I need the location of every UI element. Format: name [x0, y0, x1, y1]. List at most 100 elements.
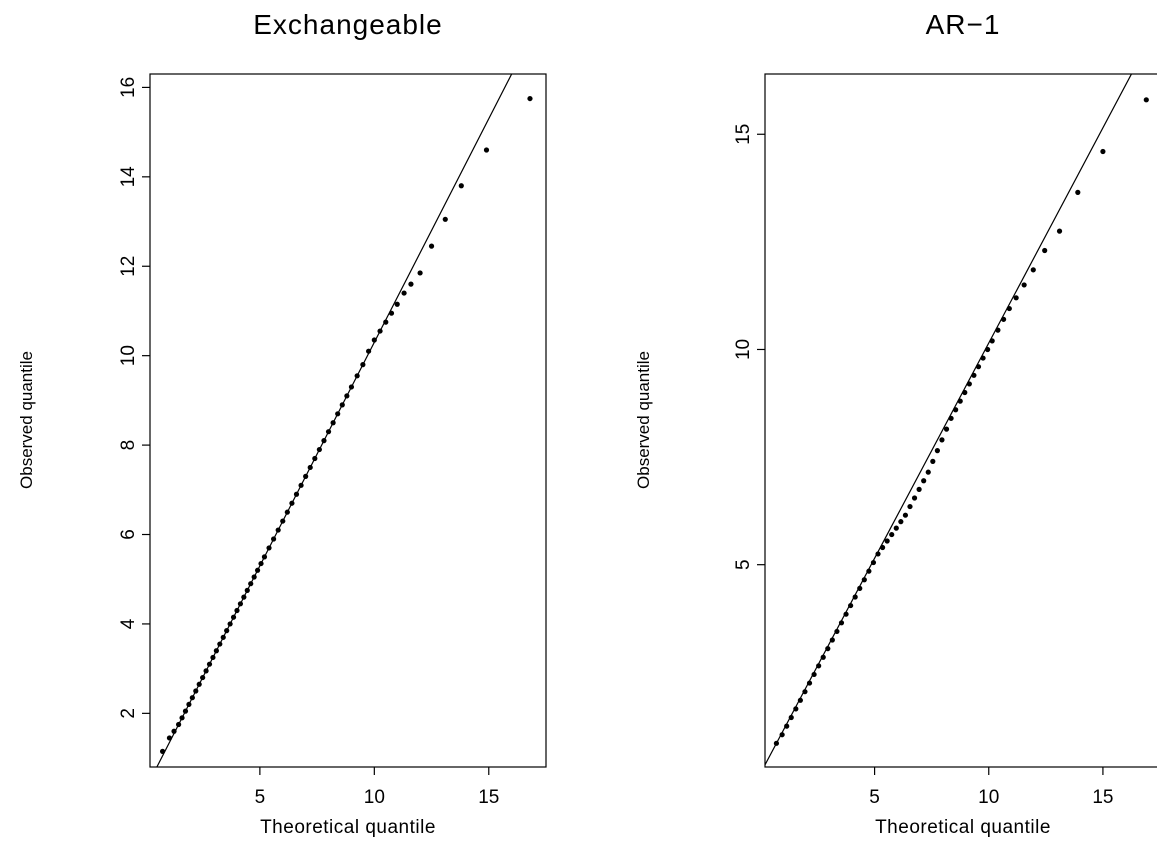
data-point — [280, 518, 286, 524]
data-point — [953, 407, 959, 413]
y-tick-label: 5 — [733, 559, 754, 570]
data-point — [889, 531, 895, 538]
data-point — [251, 574, 257, 580]
data-point — [388, 310, 395, 316]
data-point — [962, 389, 968, 396]
data-point — [360, 362, 366, 368]
y-axis-label: Observed quantile — [17, 351, 36, 489]
data-point — [948, 415, 954, 421]
data-point — [227, 621, 233, 627]
data-point — [316, 446, 322, 453]
data-point — [797, 697, 803, 703]
data-point — [408, 281, 414, 287]
data-point — [224, 628, 230, 634]
data-point — [417, 270, 423, 276]
data-point — [834, 628, 840, 635]
data-point — [179, 715, 185, 721]
data-point — [793, 706, 799, 712]
data-point — [802, 689, 808, 695]
data-point — [879, 544, 886, 551]
data-point — [344, 393, 350, 399]
data-point — [921, 478, 927, 484]
data-point — [925, 469, 931, 475]
data-point — [1013, 295, 1019, 301]
data-point — [244, 587, 250, 593]
data-point — [298, 482, 304, 488]
data-point — [848, 602, 854, 609]
data-point — [902, 512, 909, 518]
y-tick-label: 8 — [118, 440, 139, 451]
data-point — [307, 464, 313, 471]
data-point — [1000, 316, 1007, 322]
data-point — [394, 301, 400, 307]
data-point — [806, 680, 813, 686]
marks-layer: 5 10 15 2 4 6 8 10 12 14 16 — [118, 74, 533, 808]
data-point — [1006, 305, 1012, 312]
data-point — [377, 328, 383, 334]
data-point — [176, 721, 182, 728]
data-point — [861, 577, 867, 583]
data-point — [957, 398, 963, 404]
data-point — [838, 620, 845, 626]
data-point — [186, 701, 192, 708]
data-point — [182, 708, 189, 714]
data-point — [934, 448, 940, 454]
data-point — [1100, 148, 1106, 155]
y-tick-label: 2 — [118, 708, 139, 719]
data-point — [773, 740, 780, 746]
x-tick-label: 15 — [1092, 787, 1113, 808]
data-point — [348, 384, 355, 390]
x-axis-label: Theoretical quantile — [260, 817, 436, 838]
chart-title: AR−1 — [926, 9, 1001, 40]
data-point — [458, 183, 464, 189]
y-tick-label: 10 — [118, 345, 139, 366]
data-point — [335, 411, 341, 417]
data-point — [866, 568, 872, 574]
data-point — [1075, 189, 1081, 195]
y-tick-label: 15 — [733, 124, 754, 145]
data-point — [312, 455, 318, 462]
data-point — [258, 560, 264, 567]
data-point — [325, 429, 332, 435]
data-point — [289, 500, 295, 506]
data-point — [200, 674, 206, 681]
y-tick-label: 14 — [118, 166, 139, 188]
data-point — [203, 668, 209, 674]
data-point — [248, 581, 254, 587]
data-point — [893, 525, 899, 531]
data-point — [271, 536, 277, 542]
data-point — [234, 607, 240, 614]
data-point — [527, 95, 533, 102]
data-point — [911, 495, 918, 501]
x-tick-label: 5 — [255, 787, 266, 808]
plot-frame — [764, 73, 1157, 768]
data-point — [284, 509, 290, 515]
data-point — [217, 641, 223, 647]
data-point — [995, 327, 1001, 333]
data-point — [843, 611, 849, 617]
data-point — [401, 290, 407, 296]
data-point — [1030, 267, 1036, 273]
data-point — [275, 527, 281, 533]
data-point — [825, 646, 831, 652]
x-tick-label: 15 — [478, 787, 499, 808]
data-point — [293, 491, 300, 497]
data-point — [971, 372, 977, 378]
data-point — [483, 147, 490, 153]
data-point — [206, 661, 213, 667]
data-point — [907, 503, 913, 510]
data-point — [213, 648, 219, 654]
data-point — [266, 545, 272, 551]
data-point — [321, 438, 327, 444]
data-point — [261, 554, 268, 560]
data-point — [428, 243, 435, 249]
data-point — [220, 634, 226, 640]
data-point — [985, 346, 991, 353]
data-point — [193, 688, 199, 694]
data-point — [1042, 247, 1048, 254]
data-point — [241, 594, 247, 600]
data-point — [366, 348, 372, 354]
exchangeable-panel: Exchangeable Theoretical quantile Observ… — [17, 9, 547, 838]
data-point — [189, 695, 195, 701]
marks-layer: 5 10 15 5 10 15 — [733, 74, 1149, 808]
